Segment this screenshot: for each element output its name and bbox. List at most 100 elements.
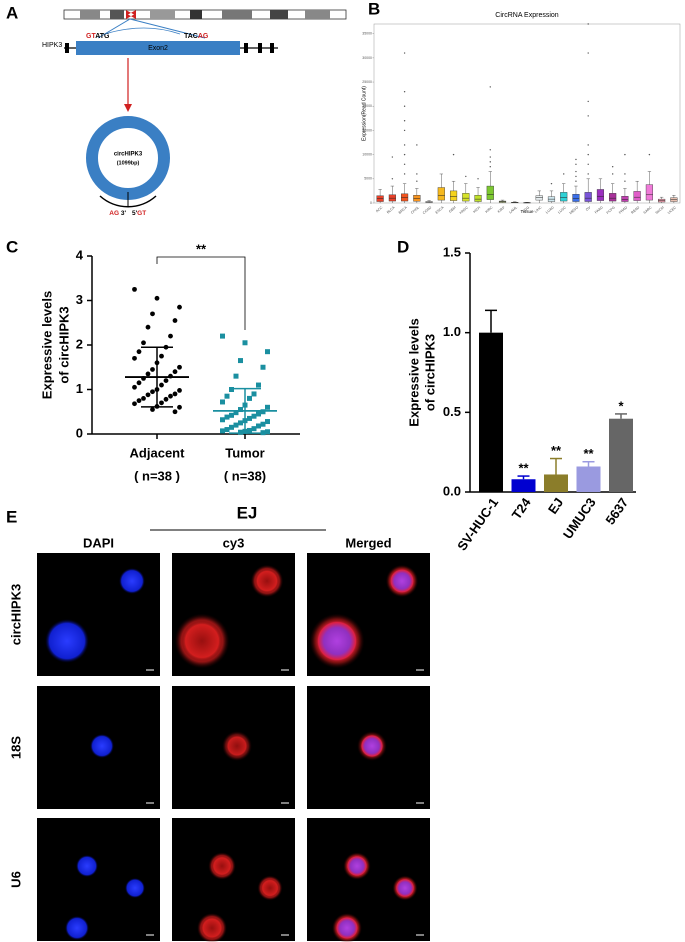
cell-nucleus xyxy=(315,619,359,663)
y-tick-label: 1.0 xyxy=(443,324,461,339)
data-point xyxy=(136,398,142,404)
panel-label: D xyxy=(397,237,409,256)
outlier xyxy=(648,153,651,156)
data-point xyxy=(247,395,252,401)
outlier xyxy=(575,175,577,178)
data-point xyxy=(172,318,178,323)
chromosome xyxy=(63,9,347,20)
centromere xyxy=(126,10,136,19)
x-tick-label: UMUC3 xyxy=(560,495,599,541)
data-point xyxy=(145,392,151,398)
data-point xyxy=(260,364,266,370)
x-tick-label: LGG xyxy=(522,205,530,213)
cell-nucleus xyxy=(225,734,249,758)
box xyxy=(437,187,445,201)
outlier xyxy=(489,149,491,151)
chart-title: CircRNA Expression xyxy=(495,12,559,19)
plot-frame xyxy=(373,23,681,204)
cell-nucleus xyxy=(346,855,368,877)
outlier xyxy=(391,178,394,180)
data-point xyxy=(233,410,239,416)
x-tick-label: PCPG xyxy=(606,205,616,215)
x-tick-sublabel: ( n=38 ) xyxy=(134,468,180,483)
significance: ** xyxy=(518,461,529,476)
data-point xyxy=(238,429,243,435)
data-point xyxy=(224,393,230,399)
data-point xyxy=(260,430,266,436)
outlier xyxy=(587,23,589,25)
cell-nucleus xyxy=(254,568,280,594)
junction-part: 3' xyxy=(119,210,126,217)
y-tick-label: 20000 xyxy=(362,104,372,108)
x-tick-label: Adjacent xyxy=(130,445,186,460)
data-point xyxy=(132,286,137,292)
data-point xyxy=(256,423,261,429)
box xyxy=(449,190,458,201)
data-point xyxy=(238,420,243,426)
cell-nucleus xyxy=(119,568,145,594)
gene-name: HIPK3 xyxy=(42,42,62,49)
y-tick-label: 0.5 xyxy=(443,404,461,419)
outlier xyxy=(416,173,418,175)
column-label: cy3 xyxy=(223,535,245,550)
box xyxy=(572,194,580,202)
splice-site-part: TAC xyxy=(184,33,198,40)
data-point xyxy=(177,387,182,393)
x-tick-label: ESCA xyxy=(435,205,445,215)
cell-nucleus xyxy=(389,568,415,594)
data-point xyxy=(145,371,151,377)
band xyxy=(305,10,330,19)
outlier xyxy=(403,173,406,175)
data-point xyxy=(132,355,137,361)
splice-site-part: AG xyxy=(198,33,209,40)
data-point xyxy=(163,378,169,383)
data-point xyxy=(256,411,261,417)
data-point xyxy=(242,340,248,346)
data-point xyxy=(238,407,243,413)
junction-label: 5'GT xyxy=(132,210,146,217)
y-tick-label: 0.0 xyxy=(443,483,461,498)
x-tick-label: KIRP xyxy=(497,205,506,214)
gene-diagram: HIPK3 Exon2 GTATG TACAG circHIPK3 (1099b… xyxy=(42,9,347,217)
data-point xyxy=(247,415,252,421)
outlier xyxy=(403,163,406,165)
data-point xyxy=(220,417,225,423)
band xyxy=(270,10,288,19)
box xyxy=(560,192,568,202)
bar xyxy=(609,418,633,492)
data-point xyxy=(145,324,151,330)
data-point xyxy=(265,429,270,435)
significance: ** xyxy=(551,443,562,458)
outlier xyxy=(489,161,491,163)
x-tick-label: LAML xyxy=(508,205,518,214)
box xyxy=(596,189,605,201)
splice-site: TACAG xyxy=(184,33,209,40)
data-point xyxy=(233,373,239,379)
cell-nucleus xyxy=(200,916,224,940)
cell-nucleus xyxy=(65,916,89,940)
outlier xyxy=(587,153,589,156)
data-point xyxy=(150,311,155,317)
x-tick-label: T24 xyxy=(509,494,535,522)
panel-label: C xyxy=(6,237,18,256)
outlier xyxy=(465,175,467,178)
band xyxy=(110,10,124,19)
x-tick-label: SKCM xyxy=(655,205,665,215)
bar xyxy=(479,332,503,492)
outlier xyxy=(575,180,577,182)
micrograph xyxy=(172,553,295,676)
row-label: 18S xyxy=(8,736,23,759)
outlier xyxy=(403,91,406,93)
panel-label: E xyxy=(6,507,17,526)
outlier xyxy=(624,173,626,175)
band xyxy=(150,10,175,19)
x-axis-label: Tissue xyxy=(520,209,534,214)
significance-bracket xyxy=(156,256,246,330)
outlier xyxy=(391,156,394,158)
data-point xyxy=(141,340,146,346)
box xyxy=(584,192,592,202)
arrow-head xyxy=(124,104,132,112)
outlier xyxy=(403,144,406,146)
outlier xyxy=(587,100,589,103)
